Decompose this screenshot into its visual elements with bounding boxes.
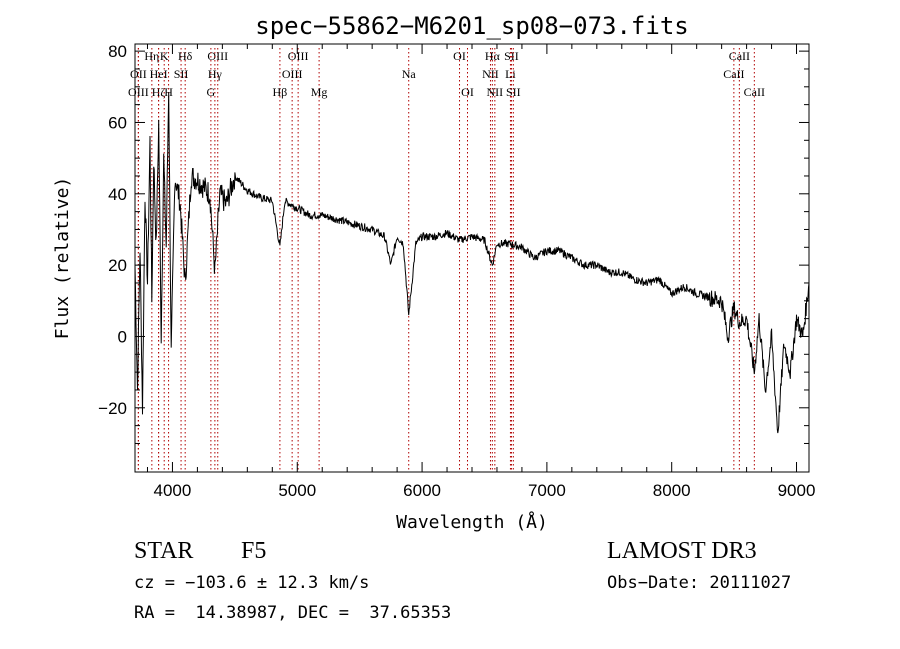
line-label-11: G: [207, 85, 216, 99]
line-label-26: CaII: [723, 67, 744, 81]
x-tick-label: 8000: [653, 481, 691, 500]
object-subclass: F5: [241, 538, 267, 564]
x-tick-label: 9000: [778, 481, 816, 500]
line-label-7: SII: [174, 67, 189, 81]
line-label-17: OI: [453, 49, 466, 63]
line-label-14: OIII: [282, 67, 303, 81]
x-tick-label: 4000: [154, 481, 192, 500]
x-tick-label: 5000: [278, 481, 316, 500]
line-label-1: OII: [130, 67, 147, 81]
line-label-15: Mg: [311, 85, 328, 99]
axes: 4000 5000 6000 7000 8000 9000 −20 0 20 40 60 80: [98, 42, 815, 500]
x-tick-label: 7000: [528, 481, 566, 500]
y-tick-label: −20: [98, 399, 127, 418]
survey-name: LAMOST DR3: [607, 538, 757, 564]
x-axis-label: Wavelength (Å): [396, 511, 548, 533]
line-label-5: K: [160, 49, 169, 63]
line-label-27: CaII: [744, 85, 765, 99]
line-label-2: OIII: [128, 85, 149, 99]
line-label-18: OI: [461, 85, 474, 99]
line-label-25: CaII: [729, 49, 750, 63]
line-label-4: HeI: [150, 67, 168, 81]
line-label-19: Hα: [485, 49, 501, 63]
line-label-21: NII: [487, 85, 504, 99]
line-label-23: Li: [505, 67, 516, 81]
y-axis-label: Flux (relative): [52, 177, 73, 340]
y-tick-label: 0: [118, 327, 127, 346]
observation-date: Obs−Date: 20111027: [607, 573, 792, 593]
line-label-8: Hδ: [178, 49, 193, 63]
object-class: STAR: [134, 538, 194, 564]
spectrum-line: [134, 92, 810, 434]
chart-title: spec−55862−M6201_sp08−073.fits: [255, 12, 688, 40]
line-label-24: SII: [506, 85, 521, 99]
redshift-velocity: cz = −103.6 ± 12.3 km/s: [134, 573, 370, 593]
line-label-22: SII: [504, 49, 519, 63]
line-label-13: OIII: [288, 49, 309, 63]
line-label-12: Hβ: [273, 85, 288, 99]
y-tick-label: 20: [108, 256, 127, 275]
line-label-20: NII: [482, 67, 499, 81]
line-label-16: Na: [402, 67, 417, 81]
y-tick-label: 80: [108, 42, 127, 61]
y-tick-label: 60: [108, 113, 127, 132]
line-label-6: H: [164, 85, 173, 99]
y-tick-label: 40: [108, 185, 127, 204]
line-label-10: Hγ: [208, 67, 223, 81]
x-tick-label: 6000: [403, 481, 441, 500]
plot-frame: [134, 43, 810, 473]
line-label-0: Hη: [144, 49, 159, 63]
line-label-9: OIII: [207, 49, 228, 63]
ra-dec-coordinates: RA = 14.38987, DEC = 37.65353: [134, 603, 452, 623]
